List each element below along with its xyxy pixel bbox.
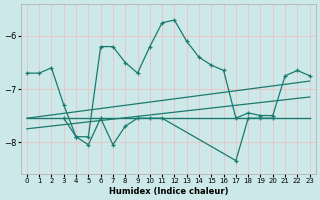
- X-axis label: Humidex (Indice chaleur): Humidex (Indice chaleur): [108, 187, 228, 196]
